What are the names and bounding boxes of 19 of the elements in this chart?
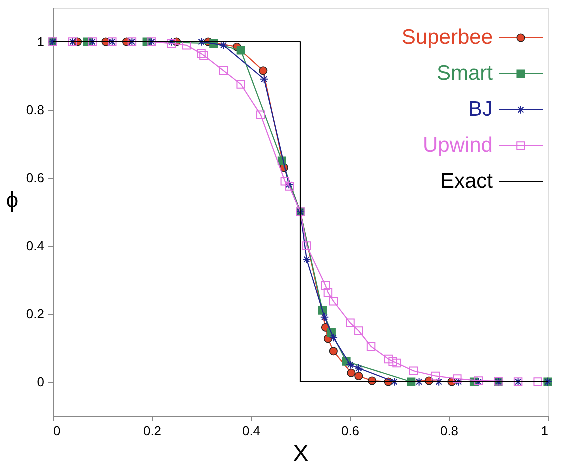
legend-label: BJ — [468, 98, 493, 121]
legend-label: Superbee — [402, 26, 493, 49]
y-tick-label: 1 — [37, 34, 44, 50]
legend-label: Upwind — [422, 134, 493, 157]
x-tick-label: 0.4 — [242, 424, 261, 438]
y-tick-label: 0.8 — [26, 102, 44, 118]
y-tick-label: 0.6 — [26, 170, 44, 186]
x-tick-label: 0.8 — [440, 424, 459, 438]
y-tick-label: 0.4 — [26, 238, 44, 254]
legend-label: Smart — [436, 62, 494, 85]
x-tick-label: 0 — [54, 424, 61, 438]
x-tick-label: 0.6 — [341, 424, 360, 438]
x-tick-label: 1 — [541, 424, 548, 438]
legend-label: Exact — [440, 170, 494, 193]
y-tick-label: 0.2 — [26, 306, 44, 322]
x-tick-label: 0.2 — [143, 424, 162, 438]
x-axis-title: X — [292, 440, 310, 466]
y-axis-title: ϕ — [6, 188, 19, 212]
y-tick-label: 0 — [37, 374, 44, 390]
